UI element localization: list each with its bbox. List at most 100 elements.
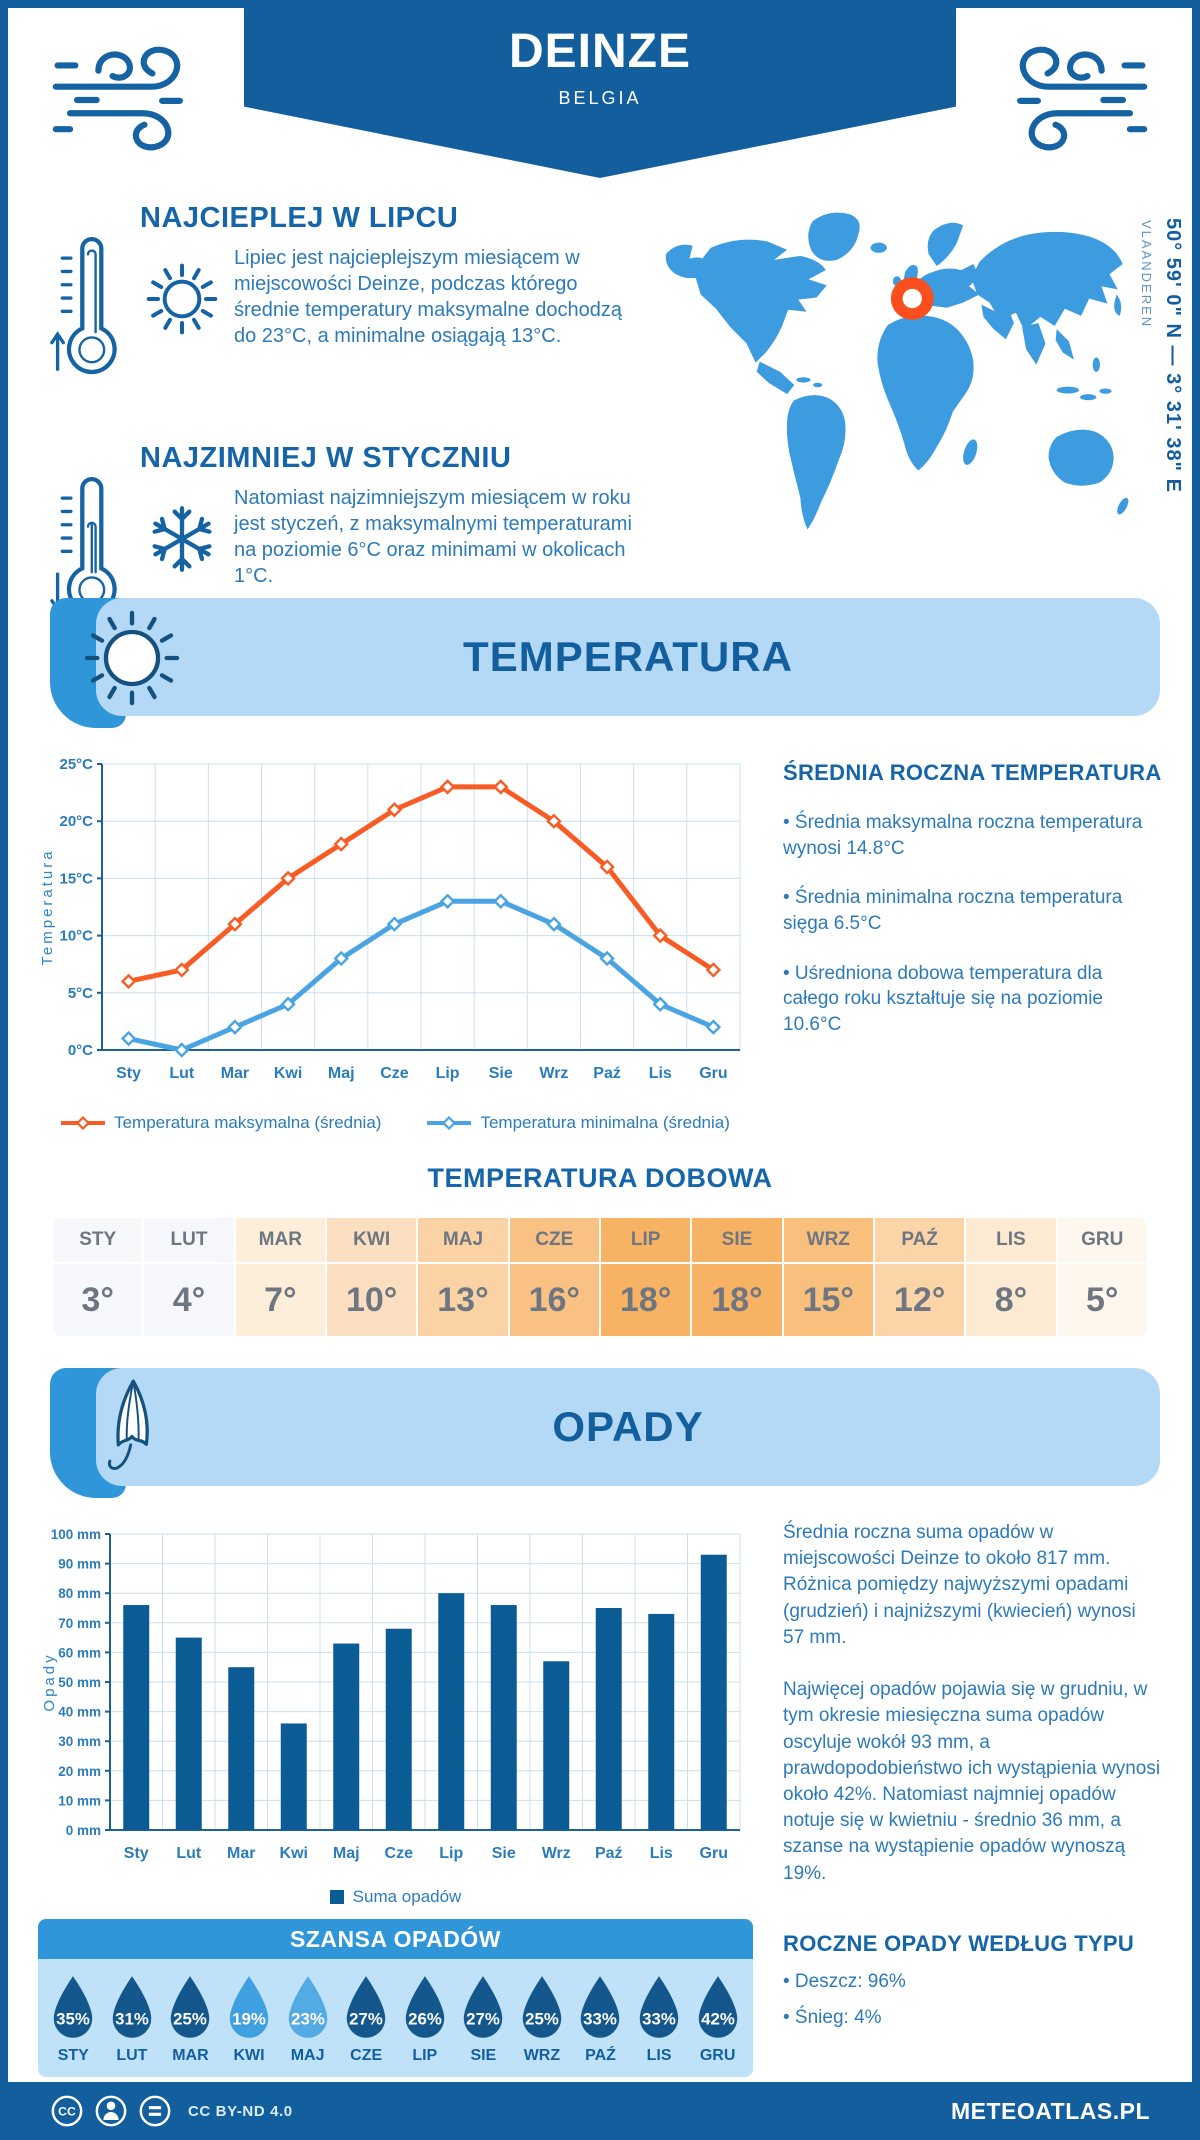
svg-text:Wrz: Wrz [542,1845,571,1862]
svg-text:100 mm: 100 mm [51,1527,101,1542]
annual-temperature-heading: ŚREDNIA ROCZNA TEMPERATURA [783,760,1162,785]
precipitation-chance-item: 33% PAŹ [571,1973,630,2065]
water-drop-icon: 27% [346,1976,386,2038]
temperature-value: 10° [345,1281,398,1319]
temperature-value: 7° [264,1281,297,1319]
month-label: WRZ [523,2047,561,2064]
water-drop-icon: 19% [229,1976,269,2038]
precipitation-bar-chart: 0 mm 10 mm 20 mm 30 mm 40 mm 50 mm 60 mm 70 mm 8… [38,1520,753,1881]
month-label: MAJ [418,1218,508,1264]
water-drop-icon: 33% [581,1976,620,2038]
daily-temperature-column: MAR 7° [235,1218,325,1336]
month-label: CZE [350,2047,383,2064]
warmest-month-block: NAJCIEPLEJ W LIPCU Lipiec jest najcieple… [50,202,658,414]
month-label: KWI [326,1218,417,1264]
svg-text:70 mm: 70 mm [58,1616,101,1631]
svg-text:15°C: 15°C [59,870,93,887]
svg-text:Sie: Sie [489,1065,513,1082]
title-banner: DEINZE BELGIA [244,8,956,178]
svg-text:31%: 31% [115,2009,149,2028]
world-map [658,200,1136,568]
svg-text:Mar: Mar [221,1065,249,1082]
warmest-text: Lipiec jest najcieplejszym miesiącem w m… [234,247,622,347]
svg-text:27%: 27% [467,2009,501,2028]
svg-text:Sty: Sty [116,1065,141,1082]
page-subtitle: BELGIA [558,88,642,108]
region-label: VLAANDEREN [1139,220,1154,329]
precipitation-chance-item: 26% LIP [395,1973,454,2065]
temperature-section-banner: TEMPERATURA [38,598,1162,728]
annual-temperature-bullets: • Średnia maksymalna roczna temperatura … [783,810,1162,1037]
daily-temperature-column: KWI 10° [326,1218,417,1336]
footer: CC CC BY-ND 4.0 METEOATLAS.PL [8,2082,1192,2140]
temperature-line-chart: 0°C 5°C 10°C 15°C 20°C 25°C Sty Lut Mar Kwi Maj Cze… [38,750,753,1107]
svg-text:23%: 23% [291,2009,325,2028]
temperature-value: 8° [994,1281,1028,1319]
month-label: MAR [235,1218,325,1264]
banner-pill: TEMPERATURA [96,598,1160,716]
month-label: PAŹ [585,2047,616,2064]
water-drop-icon: 25% [171,1976,210,2038]
temperature-value: 3° [81,1281,114,1319]
svg-text:26%: 26% [408,2009,442,2028]
svg-text:42%: 42% [701,2009,735,2028]
daily-temperature-column: SIE 18° [692,1218,782,1336]
legend-item: Suma opadów [329,1887,461,1907]
precipitation-paragraph: Średnia roczna suma opadów w miejscowośc… [783,1522,1136,1648]
legend-line-marker-icon [61,1116,106,1130]
world-map-svg [665,212,1129,530]
intro-section: NAJCIEPLEJ W LIPCU Lipiec jest najcieple… [8,180,1192,615]
precipitation-chance-item: 27% CZE [337,1973,396,2065]
annual-temperature-bullet: • Średnia minimalna roczna temperatura s… [783,887,1123,934]
wind-icon [1017,46,1148,151]
svg-text:Lut: Lut [169,1065,195,1082]
precipitation-chance-item: 19% KWI [220,1973,279,2065]
temperature-chart-column: 0°C 5°C 10°C 15°C 20°C 25°C Sty Lut Mar Kwi Maj Cze… [38,750,753,1133]
banner-pill: OPADY [96,1368,1160,1486]
svg-text:10 mm: 10 mm [58,1793,101,1808]
temperature-section-title: TEMPERATURA [463,633,793,680]
umbrella-banner-icon [108,1379,149,1470]
water-drop-icon: 42% [698,1976,737,2038]
svg-text:Lip: Lip [436,1065,460,1082]
month-label: KWI [233,2047,265,2064]
svg-text:0°C: 0°C [68,1042,93,1059]
attribution-icon [95,2095,127,2127]
svg-text:Sty: Sty [124,1845,149,1862]
svg-text:20 mm: 20 mm [58,1764,101,1779]
month-label: CZE [509,1218,599,1264]
svg-text:33%: 33% [642,2009,676,2028]
precipitation-type-heading: ROCZNE OPADY WEDŁUG TYPU [783,1930,1135,1956]
precipitation-paragraph: Najwięcej opadów pojawia się w grudniu, … [783,1679,1161,1884]
svg-text:Cze: Cze [385,1845,414,1862]
precipitation-chance-drops: 35% STY 31% LUT 25% MAR 19% KWI 23% MAJ 27% CZE 26% L… [38,1959,753,2077]
svg-text:20°C: 20°C [59,813,93,830]
svg-text:10°C: 10°C [59,928,93,945]
svg-text:25°C: 25°C [59,756,93,773]
svg-text:33%: 33% [584,2009,618,2028]
water-drop-icon: 25% [522,1976,562,2038]
precipitation-chance-item: 25% WRZ [513,1973,572,2065]
temperature-value: 5° [1086,1281,1119,1319]
svg-text:50 mm: 50 mm [58,1675,101,1690]
precipitation-chance-item: 42% GRU [688,1973,747,2065]
svg-text:25%: 25% [174,2009,208,2028]
temperature-value: 12° [893,1281,946,1319]
svg-text:CC: CC [58,2105,76,2119]
svg-text:Kwi: Kwi [274,1065,302,1082]
svg-text:Gru: Gru [700,1845,728,1862]
temperature-value: 18° [711,1281,763,1319]
svg-text:Paź: Paź [595,1845,623,1862]
daily-temperature-column: LIP 18° [600,1218,691,1336]
annual-temperature-bullet: • Uśredniona dobowa temperatura dla całe… [783,962,1104,1035]
daily-temperature-section: TEMPERATURA DOBOWA STY 3° LUT 4° MAR 7° KWI 10°… [53,1163,1147,1336]
water-drop-icon: 27% [464,1976,503,2038]
svg-text:5°C: 5°C [68,985,93,1002]
month-label: WRZ [783,1218,873,1264]
no-derivatives-icon [139,2095,171,2127]
water-drop-icon: 31% [112,1976,152,2038]
month-label: LUT [144,1218,234,1264]
svg-text:27%: 27% [349,2009,383,2028]
precipitation-type-bullets: • Deszcz: 96% • Śnieg: 4% [783,1971,1162,2029]
